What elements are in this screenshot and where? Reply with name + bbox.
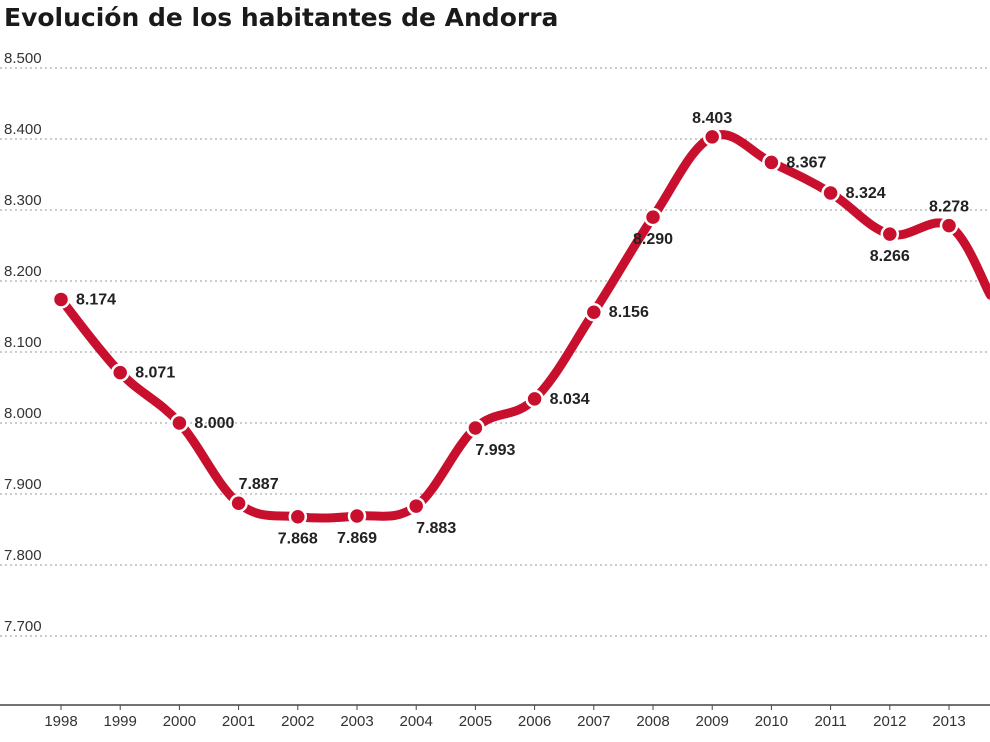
data-point-2013 [939, 216, 959, 235]
y-tick-label: 8.200 [4, 263, 42, 280]
data-label-2005: 7.993 [475, 442, 515, 459]
y-tick-label: 7.700 [4, 618, 42, 635]
x-tick-label: 2006 [518, 713, 551, 730]
y-tick-label: 8.300 [4, 192, 42, 209]
y-tick-label: 8.000 [4, 405, 42, 422]
data-point-2003 [347, 506, 367, 526]
data-point-2004 [406, 496, 426, 516]
x-tick-label: 1998 [44, 713, 77, 730]
x-tick-label: 1999 [104, 713, 137, 730]
data-point-2011 [821, 183, 840, 203]
data-point-2012 [880, 224, 900, 244]
data-label-2008: 8.290 [633, 231, 673, 248]
x-tick-label: 2003 [340, 713, 373, 730]
y-tick-label: 8.100 [4, 334, 42, 351]
data-label-2001: 7.887 [239, 476, 279, 493]
y-tick-label: 8.500 [4, 50, 42, 67]
x-tick-label: 2013 [932, 713, 965, 730]
y-tick-label: 8.400 [4, 121, 42, 138]
data-labels: 8.174 8.071 8.000 7.887 7.868 7.869 7.883 7.993… [76, 110, 969, 548]
x-tick-label: 2000 [163, 713, 196, 730]
data-label-2002: 7.868 [278, 531, 318, 548]
data-point-2001 [229, 493, 248, 513]
data-label-1999: 8.071 [135, 365, 175, 382]
x-tick-label: 2009 [696, 713, 729, 730]
data-label-2009: 8.403 [692, 110, 732, 127]
chart-title: Evolución de los habitantes de Andorra [4, 3, 558, 32]
data-label-2006: 8.034 [550, 391, 590, 408]
data-point-2008 [643, 207, 663, 227]
data-label-2010: 8.367 [786, 154, 826, 171]
data-point-2005 [466, 418, 485, 438]
data-points [51, 127, 959, 526]
data-label-1998: 8.174 [76, 291, 116, 308]
data-point-2007 [584, 302, 604, 322]
x-tick-label: 2012 [873, 713, 906, 730]
x-tick-label: 2004 [400, 713, 433, 730]
data-point-1999 [110, 363, 130, 382]
data-point-2000 [170, 413, 189, 433]
y-axis-tick-labels: 8.500 8.400 8.300 8.200 8.100 8.000 7.900 7.800… [4, 50, 42, 635]
data-label-2012: 8.266 [870, 248, 910, 265]
data-label-2007: 8.156 [609, 304, 649, 321]
y-tick-label: 7.800 [4, 547, 42, 564]
x-tick-label: 2002 [281, 713, 314, 730]
x-tick-label: 2001 [222, 713, 255, 730]
grid-lines [0, 67, 990, 637]
data-label-2003: 7.869 [337, 530, 377, 547]
x-tick-label: 2010 [755, 713, 788, 730]
data-point-1998 [51, 290, 71, 309]
data-label-2011: 8.324 [846, 185, 886, 202]
data-label-2013: 8.278 [929, 199, 969, 216]
data-label-2004: 7.883 [416, 520, 456, 537]
x-tick-label: 2008 [636, 713, 669, 730]
x-tick-label: 2011 [814, 713, 846, 730]
y-tick-label: 7.900 [4, 476, 42, 493]
data-point-2009 [702, 127, 722, 147]
data-label-2000: 8.000 [194, 415, 234, 432]
data-point-2006 [525, 389, 544, 409]
x-tick-label: 2005 [459, 713, 492, 730]
data-point-2010 [762, 153, 781, 172]
x-axis-ticks: 1998 1999 2000 2001 2002 2003 2004 2005 2006 2007… [44, 705, 966, 730]
data-point-2002 [288, 507, 308, 526]
x-tick-label: 2007 [577, 713, 610, 730]
